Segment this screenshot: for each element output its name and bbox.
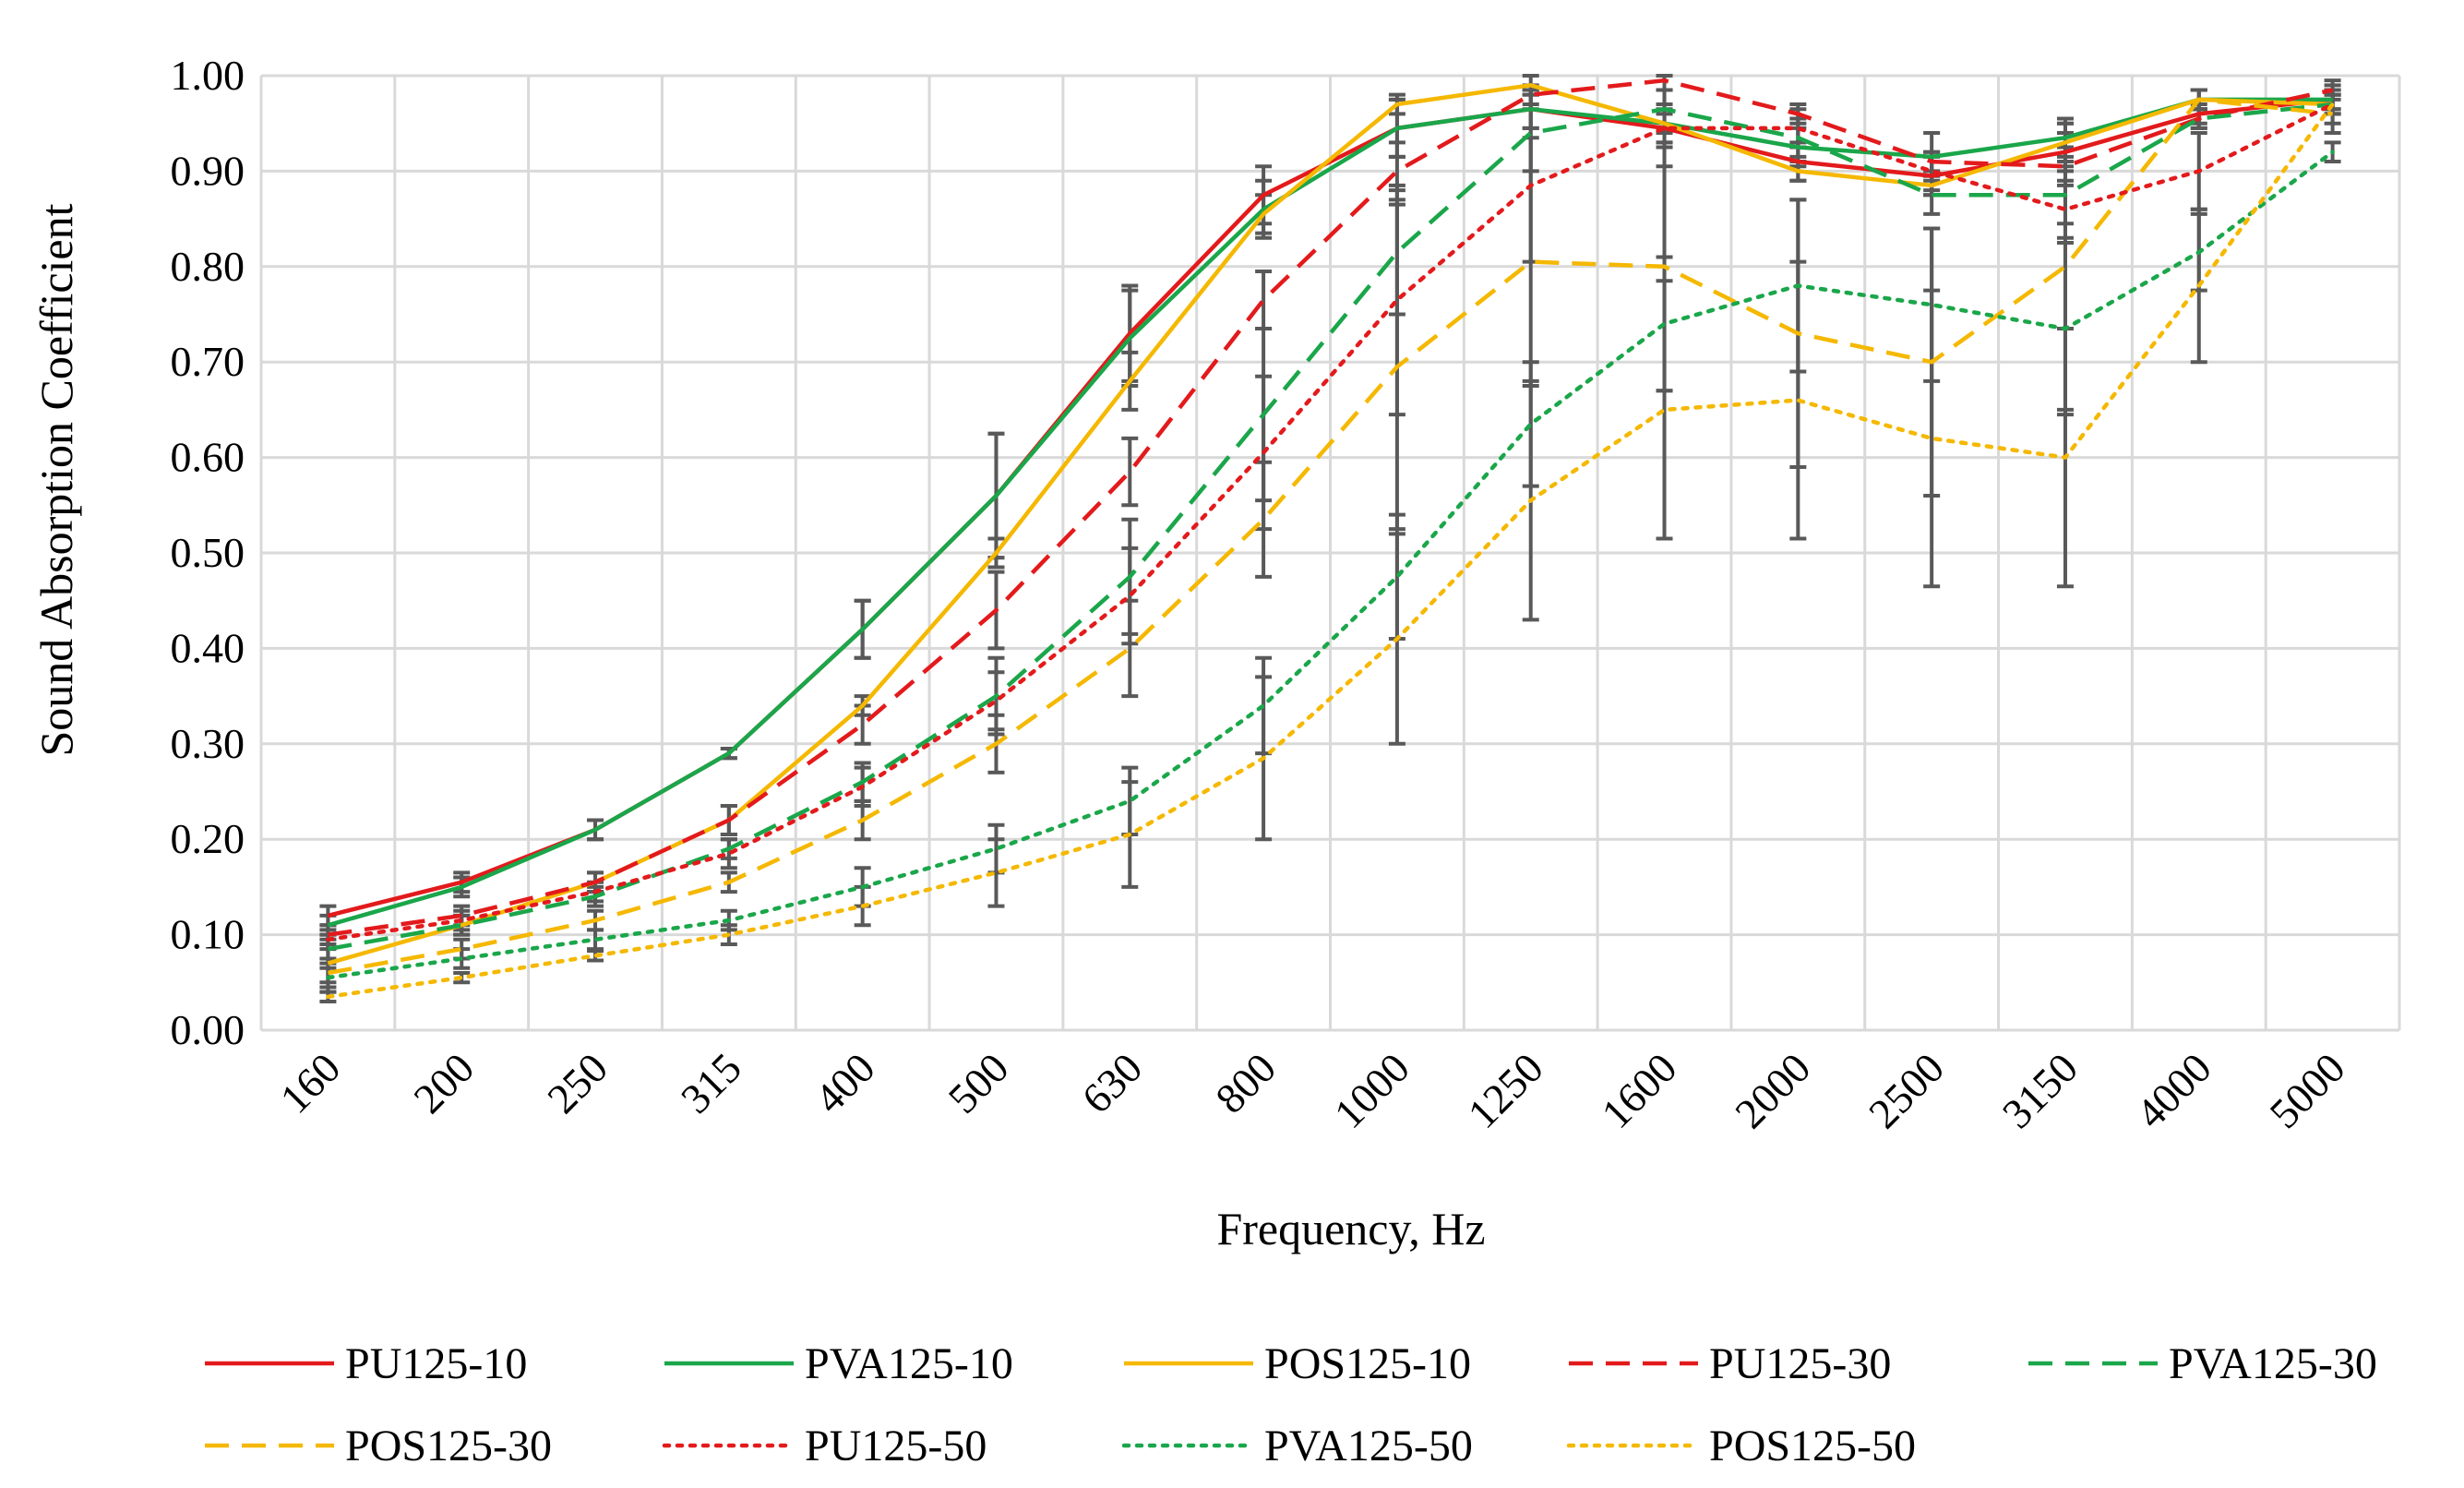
grid-layer	[259, 74, 2401, 1032]
y-axis-title: Sound Absorption Coefficient	[30, 203, 82, 756]
error-bar	[1121, 546, 1139, 646]
legend-item: PVA125-50	[1121, 1422, 1473, 1470]
error-bar	[1388, 183, 1405, 417]
x-tick-label: 3150	[1993, 1044, 2087, 1137]
x-tick-label: 315	[672, 1044, 750, 1122]
legend-item: PU125-30	[1569, 1339, 1891, 1388]
legend: PU125-10 PVA125-10 POS125-10 PU125-30 PVA125…	[205, 1339, 2377, 1470]
legend-item: PVA125-30	[2028, 1339, 2377, 1388]
x-tick-label: 250	[538, 1044, 616, 1122]
series-line-pva125-50	[326, 150, 2335, 980]
series-lines	[326, 78, 2335, 1000]
x-tick-label: 1600	[1592, 1044, 1685, 1137]
error-bar	[720, 837, 737, 870]
x-axis-title: Frequency, Hz	[1216, 1203, 1485, 1254]
x-tick-label: 1000	[1325, 1044, 1418, 1137]
legend-label: PU125-50	[805, 1422, 987, 1470]
y-tick-label: 0.70	[171, 338, 245, 385]
y-tick-label: 0.10	[171, 911, 245, 958]
x-tick-label: 500	[939, 1044, 1018, 1122]
y-tick-label: 0.80	[171, 243, 245, 290]
y-tick-label: 0.90	[171, 147, 245, 194]
legend-label: PU125-30	[1709, 1339, 1891, 1388]
legend-label: POS125-10	[1264, 1339, 1471, 1388]
x-tick-label: 800	[1206, 1044, 1285, 1122]
legend-label: POS125-50	[1709, 1422, 1916, 1470]
x-tick-label: 400	[806, 1044, 884, 1122]
error-bar	[1923, 288, 1941, 589]
legend-item: POS125-50	[1566, 1422, 1916, 1470]
x-tick-label: 2500	[1860, 1044, 1953, 1137]
y-tick-label: 1.00	[171, 52, 245, 99]
error-bar	[987, 670, 1005, 732]
y-tick-label: 0.50	[171, 529, 245, 576]
series-line-pos125-30	[328, 97, 2333, 976]
legend-item: POS125-30	[205, 1422, 552, 1470]
y-axis-ticks: 0.00 0.10 0.20 0.30 0.40 0.50 0.60 0.70 0.80 0.90…	[171, 52, 245, 1053]
error-bar	[1255, 269, 1273, 331]
x-tick-label: 1250	[1459, 1044, 1552, 1137]
legend-label: PVA125-10	[805, 1339, 1013, 1388]
y-tick-label: 0.30	[171, 720, 245, 767]
x-tick-label: 4000	[2127, 1044, 2220, 1137]
x-tick-label: 160	[271, 1044, 350, 1122]
legend-item: PU125-10	[205, 1339, 527, 1388]
legend-item: POS125-10	[1124, 1339, 1471, 1388]
legend-item: PU125-50	[662, 1422, 987, 1470]
x-tick-label: 200	[404, 1044, 483, 1122]
x-axis-ticks: 160 200 250 315 400 500 630 800 1000 1250 1600 2000…	[271, 1044, 2354, 1137]
x-tick-label: 2000	[1726, 1044, 1819, 1137]
series-line-pos125-50	[326, 102, 2335, 1000]
legend-label: POS125-30	[345, 1422, 552, 1470]
y-tick-label: 0.60	[171, 434, 245, 481]
legend-label: PVA125-50	[1264, 1422, 1473, 1470]
error-bar	[987, 837, 1005, 908]
y-tick-label: 0.40	[171, 624, 245, 671]
x-tick-label: 5000	[2261, 1044, 2354, 1137]
x-tick-label: 630	[1072, 1044, 1151, 1122]
series-line-pu125-30	[328, 78, 2334, 937]
legend-label: PU125-10	[345, 1339, 527, 1388]
legend-label: PVA125-30	[2169, 1339, 2377, 1388]
y-tick-label: 0.20	[171, 815, 245, 862]
series-line-pva125-10	[327, 97, 2333, 928]
y-tick-label: 0.00	[171, 1006, 245, 1053]
error-bar	[1121, 436, 1139, 508]
series-line-pu125-50	[326, 102, 2335, 942]
legend-item: PVA125-10	[664, 1339, 1013, 1388]
